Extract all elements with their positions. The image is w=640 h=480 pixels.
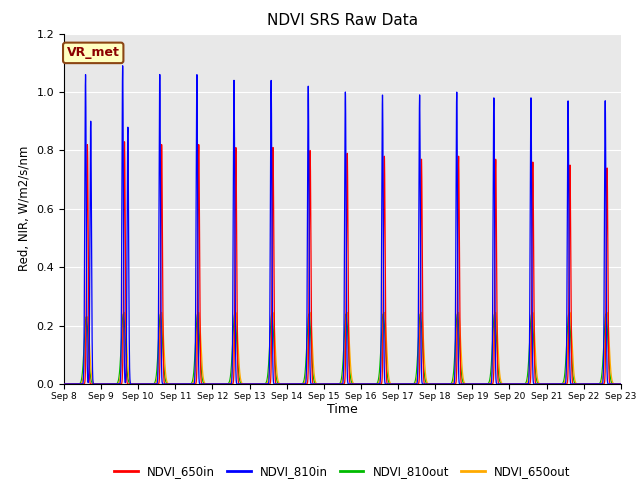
X-axis label: Time: Time [327, 403, 358, 417]
Text: VR_met: VR_met [67, 47, 120, 60]
Title: NDVI SRS Raw Data: NDVI SRS Raw Data [267, 13, 418, 28]
Y-axis label: Red, NIR, W/m2/s/nm: Red, NIR, W/m2/s/nm [18, 146, 31, 272]
Legend: NDVI_650in, NDVI_810in, NDVI_810out, NDVI_650out: NDVI_650in, NDVI_810in, NDVI_810out, NDV… [109, 460, 575, 480]
